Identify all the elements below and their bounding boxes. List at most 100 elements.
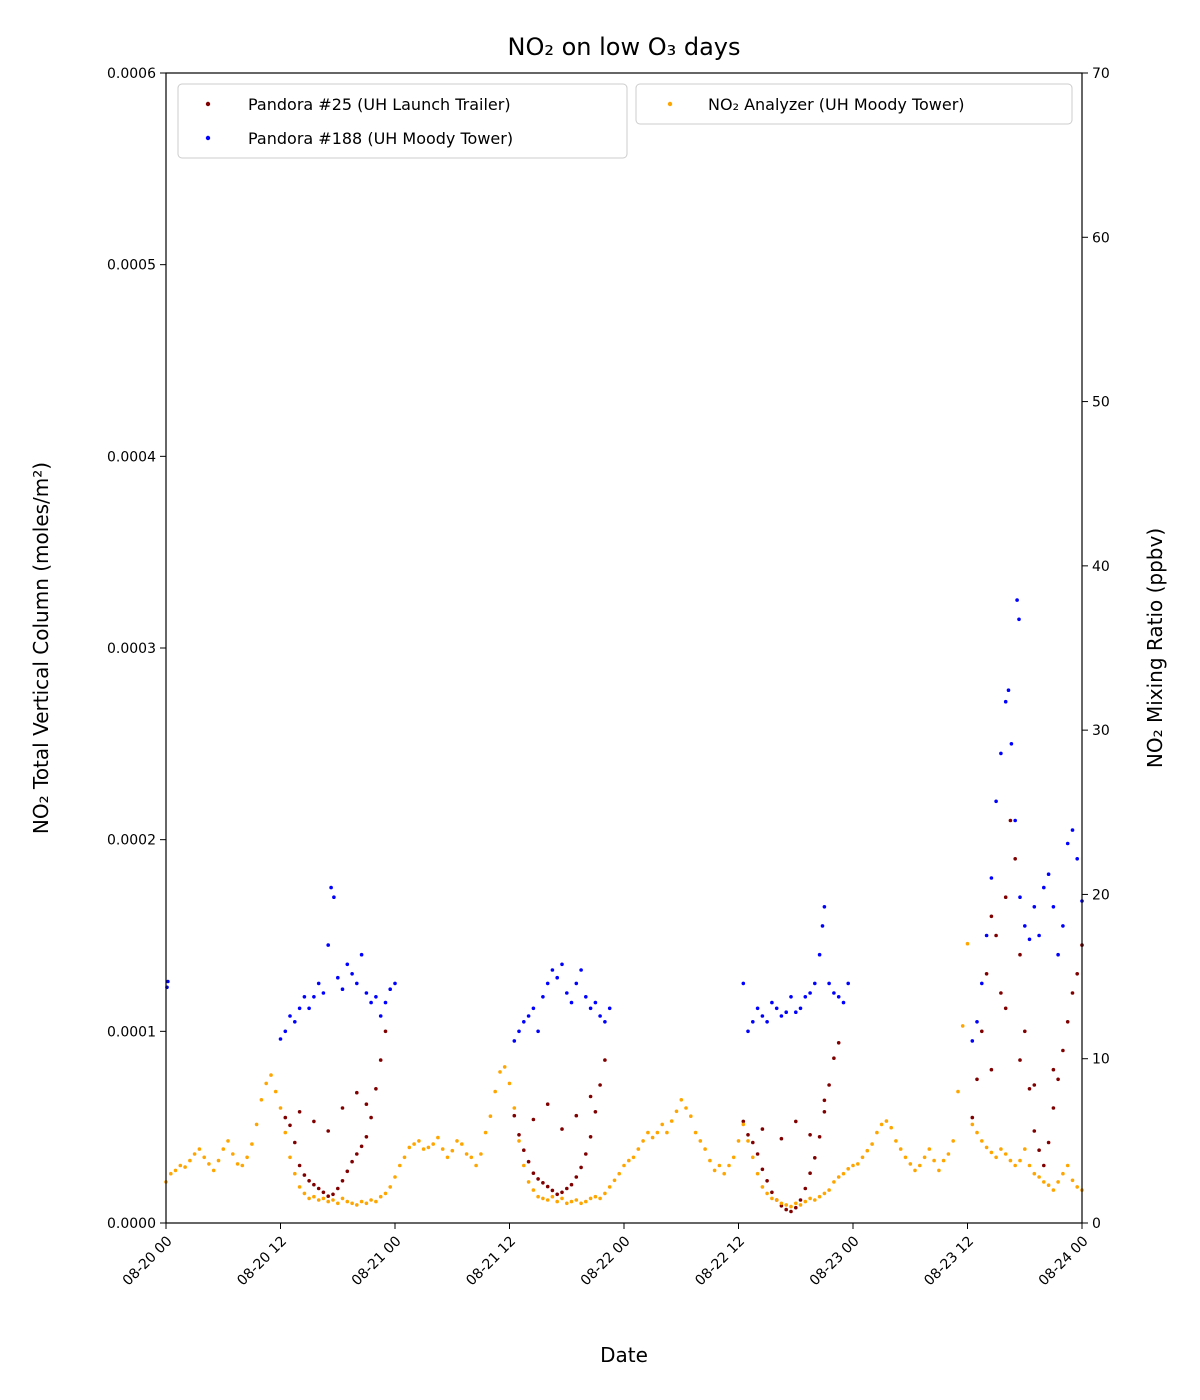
data-point (1023, 1147, 1027, 1151)
data-point (355, 1152, 359, 1156)
data-point (717, 1163, 722, 1168)
data-point (975, 1077, 979, 1082)
data-point (1051, 1106, 1056, 1110)
data-point (636, 1147, 641, 1151)
data-point (526, 1014, 531, 1018)
data-point (903, 1155, 908, 1160)
data-point (331, 1192, 335, 1197)
data-point (951, 1139, 955, 1143)
data-point (364, 991, 369, 995)
data-point (588, 1135, 593, 1139)
data-point (975, 1130, 979, 1135)
data-point (889, 1125, 893, 1130)
data-point (226, 1139, 230, 1143)
data-point (169, 1171, 173, 1176)
data-point (999, 1147, 1003, 1151)
data-point (1046, 1183, 1051, 1187)
data-point (918, 1163, 922, 1168)
y-right-tick-label: 70 (1092, 66, 1110, 82)
data-point (708, 1158, 712, 1163)
data-point (302, 995, 307, 999)
data-point (741, 981, 746, 986)
data-point (770, 1000, 774, 1005)
data-point (288, 1014, 292, 1018)
data-point (455, 1139, 459, 1143)
data-point (526, 1180, 531, 1184)
data-point (498, 1070, 502, 1074)
data-point (536, 1177, 540, 1181)
data-point (369, 1198, 373, 1202)
data-point (431, 1142, 436, 1146)
data-point (329, 885, 333, 890)
data-point (536, 1029, 540, 1034)
data-point (421, 1147, 426, 1151)
data-point (364, 1201, 369, 1206)
data-point (994, 799, 998, 804)
data-point (817, 1135, 822, 1139)
data-point (488, 1114, 493, 1118)
data-point (202, 1155, 206, 1160)
data-point (813, 1198, 817, 1202)
data-point (231, 1152, 235, 1156)
data-point (483, 1130, 488, 1135)
data-point (836, 995, 841, 999)
data-point (779, 1204, 784, 1208)
data-point (1065, 841, 1070, 846)
y-left-tick-label: 0.0005 (107, 258, 156, 274)
legend-label: Pandora #25 (UH Launch Trailer) (248, 95, 511, 114)
data-point (774, 1198, 779, 1202)
data-point (970, 1039, 975, 1043)
data-point (355, 981, 359, 986)
data-point (297, 1110, 302, 1114)
data-point (803, 1186, 808, 1191)
data-point (674, 1109, 679, 1114)
x-axis-title: Date (600, 1343, 648, 1367)
data-point (340, 1196, 345, 1201)
data-point (1018, 1058, 1022, 1062)
data-point (173, 1168, 178, 1173)
data-point (770, 1196, 774, 1201)
data-point (894, 1139, 898, 1143)
y-right-tick-label: 50 (1092, 395, 1110, 411)
data-point (798, 1203, 803, 1207)
data-point (1003, 1006, 1008, 1011)
data-point (536, 1194, 540, 1199)
data-point (560, 1190, 564, 1195)
data-point (1056, 952, 1060, 957)
data-point (369, 1000, 373, 1005)
data-point (579, 1165, 583, 1170)
data-point (784, 1207, 788, 1212)
data-point (822, 1098, 827, 1103)
data-point (1070, 828, 1075, 832)
data-point (321, 1196, 326, 1201)
data-point (355, 1090, 359, 1095)
data-point (875, 1130, 879, 1135)
data-point (312, 995, 316, 999)
data-point (1003, 1152, 1008, 1156)
data-point (960, 1024, 965, 1028)
data-point (684, 1106, 688, 1110)
data-point (841, 1171, 846, 1176)
data-point (588, 1006, 593, 1011)
data-point (994, 933, 998, 938)
data-point (598, 1196, 602, 1201)
data-point (574, 1198, 579, 1202)
data-point (1037, 1175, 1041, 1179)
data-point (1051, 1188, 1056, 1192)
y-left-tick-label: 0.0003 (107, 641, 156, 657)
data-point (774, 1006, 779, 1011)
data-point (741, 1119, 746, 1124)
data-point (326, 943, 331, 947)
data-point (832, 1180, 836, 1184)
data-point (984, 1145, 989, 1150)
data-point (1061, 1171, 1065, 1176)
data-point (989, 1150, 994, 1155)
data-point (1008, 1158, 1013, 1163)
data-point (989, 914, 994, 919)
data-point (374, 995, 378, 999)
data-point (302, 1191, 307, 1196)
data-point (603, 1058, 607, 1062)
data-point (1065, 1163, 1070, 1168)
data-point (350, 1201, 354, 1206)
